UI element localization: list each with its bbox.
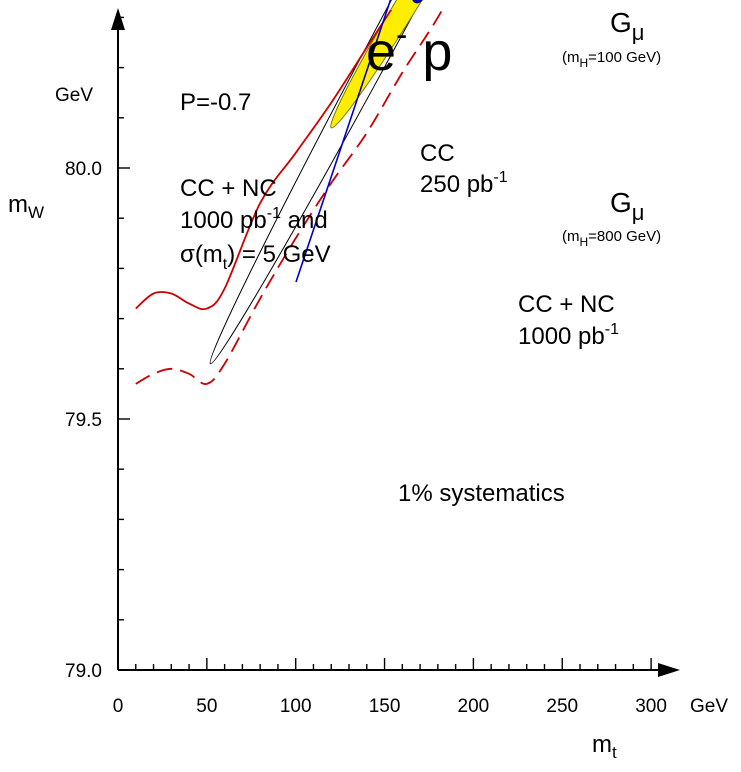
y-tick-label: 79.0 [65, 661, 102, 682]
mw-curve-mh800 [135, 10, 444, 385]
mh100-label: (mH=100 GeV) [562, 49, 661, 70]
systematics-label: 1% systematics [398, 480, 565, 507]
arrow-line [295, 0, 392, 283]
ccnc-mt-label-line1: CC + NC [180, 175, 277, 202]
polarization-label: P=-0.7 [180, 89, 251, 116]
mw-curves [135, 10, 444, 385]
ccnc-mt-label-line3: σ(mt) = 5 GeV [180, 241, 331, 273]
g-mu-top-label: Gμ [610, 7, 644, 45]
confidence-ellipses [209, 0, 617, 365]
mw-curve-mh100 [135, 10, 392, 311]
y-tick-label: 79.5 [65, 410, 102, 431]
ellipse-ccnc1000 [330, 0, 510, 129]
ellipse-ccnc1000_mt [410, 0, 430, 4]
y-axis-arrow [111, 8, 125, 30]
y-tick-label: 80.0 [65, 159, 102, 180]
g-mu-bottom-label: Gμ [610, 187, 644, 225]
ccnc-label-line2: 1000 pb-1 [518, 321, 619, 350]
cc-label-line1: CC [420, 140, 455, 167]
x-tick-label: 300 [635, 696, 667, 717]
process-title: e- p [366, 16, 452, 82]
ccnc-label-line1: CC + NC [518, 291, 615, 318]
x-tick-label: 100 [280, 696, 312, 717]
tick-labels: 05010015020025030079.079.580.080.581.081… [65, 159, 667, 717]
x-axis-label: mt [592, 731, 617, 762]
axes [111, 8, 680, 677]
x-tick-label: 50 [196, 696, 217, 717]
x-axis-unit: GeV [690, 696, 728, 717]
ellipse-cc250 [209, 0, 617, 365]
x-axis-arrow [658, 663, 680, 677]
x-tick-label: 250 [546, 696, 578, 717]
y-axis-unit: GeV [55, 85, 93, 106]
x-tick-label: 150 [369, 696, 401, 717]
y-axis-label: mW [8, 191, 44, 222]
cc-label-line2: 250 pb-1 [420, 169, 508, 198]
ccnc-mt-label-line2: 1000 pb-1 and [180, 205, 328, 234]
tick-marks [118, 16, 652, 670]
x-tick-label: 200 [458, 696, 490, 717]
x-tick-label: 0 [113, 696, 124, 717]
mh800-label: (mH=800 GeV) [562, 228, 661, 249]
annotation-arrow [295, 0, 392, 283]
